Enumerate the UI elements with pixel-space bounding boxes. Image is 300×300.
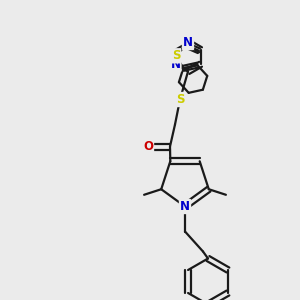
Text: N: N bbox=[170, 58, 180, 71]
Text: S: S bbox=[176, 93, 184, 106]
Text: N: N bbox=[180, 200, 190, 213]
Text: N: N bbox=[183, 36, 193, 49]
Text: S: S bbox=[172, 49, 180, 62]
Text: O: O bbox=[143, 140, 153, 153]
